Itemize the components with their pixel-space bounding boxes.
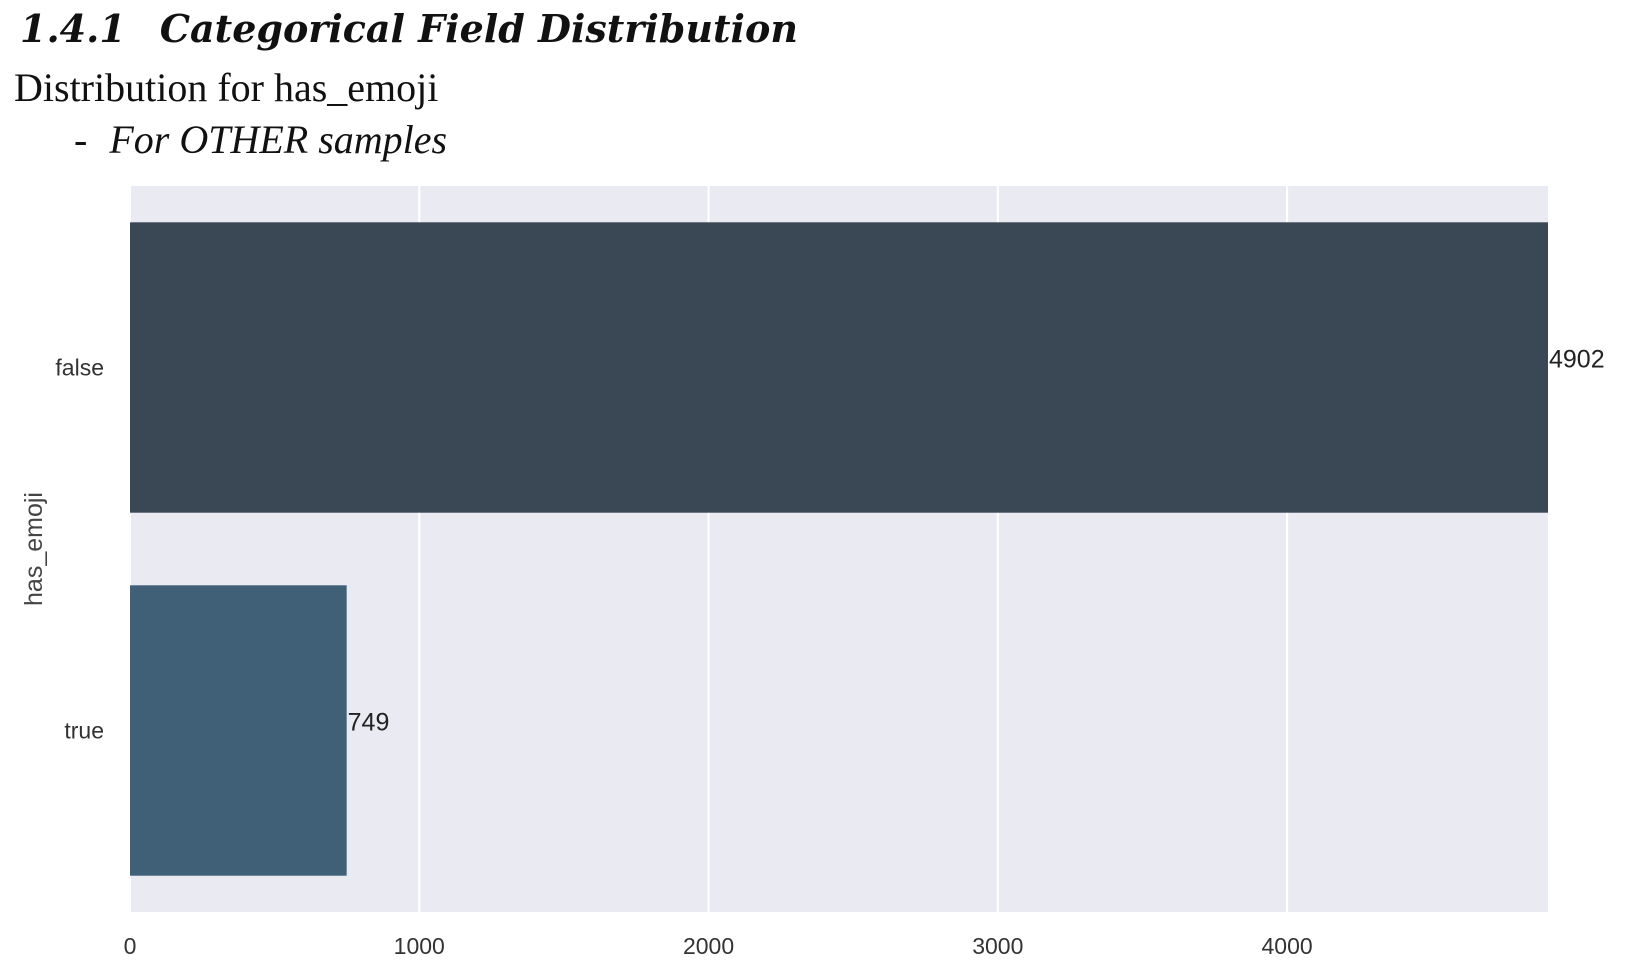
y-axis-title: has_emoji — [20, 492, 48, 606]
chart-subtitle: Distribution for has_emoji — [14, 65, 439, 110]
sub-subtitle-text: For OTHER samples — [109, 117, 448, 162]
bar-true — [130, 585, 347, 876]
data-label: 4902 — [1549, 346, 1605, 374]
list-dash: - — [74, 117, 88, 162]
bar-false — [130, 222, 1548, 513]
section-title: Categorical Field Distribution — [159, 6, 798, 51]
data-labels: 4902 749 — [348, 346, 1605, 737]
x-tick-label: 0 — [124, 933, 137, 959]
x-tick-label: 3000 — [972, 933, 1023, 959]
x-axis-ticks: 0 1000 2000 3000 4000 — [124, 933, 1313, 959]
y-tick-label: true — [64, 718, 104, 744]
x-tick-label: 2000 — [683, 933, 734, 959]
data-label: 749 — [348, 709, 390, 737]
bars — [130, 222, 1548, 876]
section-heading: 1.4.1 Categorical Field Distribution — [20, 6, 798, 51]
section-number: 1.4.1 — [20, 6, 126, 51]
x-tick-label: 4000 — [1261, 933, 1312, 959]
x-tick-label: 1000 — [394, 933, 445, 959]
y-axis-ticks: false true — [55, 355, 104, 744]
chart-sub-subtitle: - For OTHER samples — [74, 116, 447, 163]
y-tick-label: false — [55, 355, 104, 381]
